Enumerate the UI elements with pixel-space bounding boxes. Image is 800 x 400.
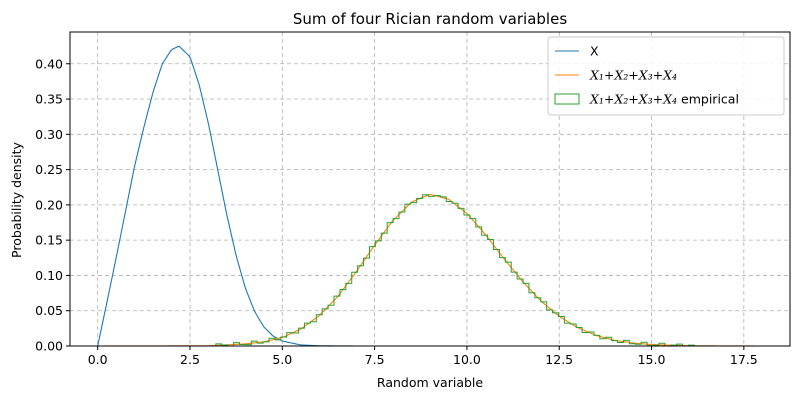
y-tick-label: 0.35: [35, 92, 63, 107]
legend-swatch: [554, 93, 580, 105]
x-tick-label: 12.5: [545, 352, 573, 367]
x-tick-label: 10.0: [453, 352, 481, 367]
y-axis-ticks: 0.00 0.05 0.10 0.15 0.20 0.25 0.30 0.35 0.40: [35, 56, 70, 354]
chart-title: Sum of four Rician random variables: [293, 10, 567, 28]
legend: X X₁+X₂+X₃+X₄ X₁+X₂+X₃+X₄ empirical: [547, 36, 785, 116]
legend-label: X₁+X₂+X₃+X₄: [589, 68, 677, 83]
y-tick-label: 0.25: [35, 162, 63, 177]
legend-label: X₁+X₂+X₃+X₄ empirical: [589, 92, 739, 107]
plot-frame: [69, 31, 791, 347]
x-axis-ticks: 0.0 2.5 5.0 7.5 10.0 12.5 15.0 17.5: [88, 346, 758, 367]
x-tick-label: 7.5: [365, 352, 385, 367]
legend-label: X: [590, 44, 599, 59]
y-tick-label: 0.30: [35, 127, 63, 142]
series-step-2: [215, 194, 695, 347]
x-tick-label: 5.0: [272, 352, 292, 367]
y-tick-label: 0.00: [35, 339, 63, 354]
y-tick-label: 0.05: [35, 303, 63, 318]
x-tick-label: 2.5: [180, 352, 200, 367]
x-tick-label: 0.0: [88, 352, 108, 367]
series-line-1: [97, 193, 763, 347]
y-tick-label: 0.20: [35, 197, 63, 212]
x-tick-label: 17.5: [730, 352, 758, 367]
y-tick-label: 0.10: [35, 268, 63, 283]
x-axis-label: Random variable: [377, 375, 483, 390]
legend-box: [547, 36, 785, 116]
y-tick-label: 0.15: [35, 233, 63, 248]
y-tick-label: 0.40: [35, 56, 63, 71]
y-axis-label: Probability density: [9, 141, 24, 257]
x-tick-label: 15.0: [638, 352, 666, 367]
